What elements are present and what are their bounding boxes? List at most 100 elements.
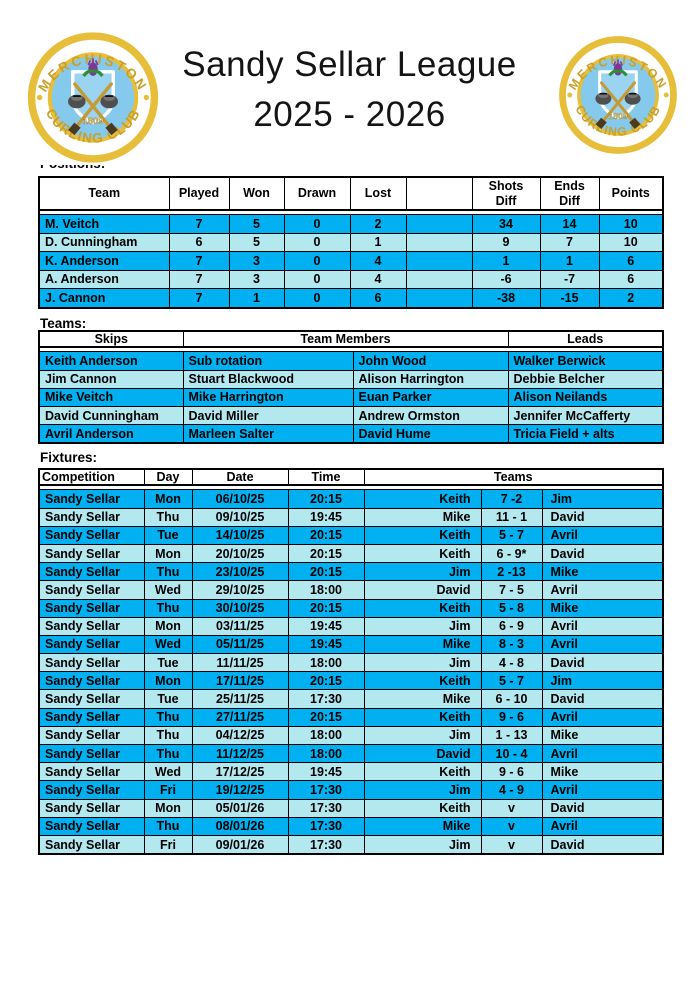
score-cell: 10 - 4 [480, 743, 543, 764]
score-cell: 6 - 9* [480, 543, 543, 564]
curling-club-crest-icon: MERCHISTON CURLING CLUB 1809 [27, 32, 159, 163]
day-cell: Thu [143, 743, 193, 764]
away-team-cell: Jim [541, 671, 664, 691]
played-cell: 7 [168, 251, 230, 271]
table-row: Keith Anderson Sub rotation John Wood Walke… [38, 351, 664, 371]
competition-cell: Sandy Sellar [38, 816, 145, 836]
team-cell: A. Anderson [38, 269, 170, 289]
positions-header: Team Played Won Drawn Lost Shots Diff En… [38, 176, 664, 215]
away-team-cell: David [541, 689, 664, 709]
date-cell: 11/11/25 [191, 653, 289, 673]
table-row: Sandy Sellar Tue 14/10/25 20:15 Keith 5 - 7 Av… [38, 525, 664, 545]
date-cell: 08/01/26 [191, 816, 289, 836]
table-row: J. Cannon 7 1 0 6 -38 -15 2 [38, 288, 664, 308]
away-team-cell: Mike [541, 562, 664, 582]
skip-cell: Jim Cannon [38, 369, 184, 389]
home-team-cell: Mike [363, 507, 482, 527]
away-team-cell: Mike [541, 762, 664, 782]
competition-cell: Sandy Sellar [38, 707, 145, 727]
day-cell: Mon [143, 616, 193, 636]
home-team-cell: Keith [363, 762, 482, 782]
home-team-cell: Jim [363, 834, 482, 855]
date-cell: 19/12/25 [191, 780, 289, 800]
crossed-brooms-icon [600, 81, 636, 125]
time-cell: 20:15 [287, 598, 365, 618]
fixtures-body: Sandy Sellar Mon 06/10/25 20:15 Keith 7 -2 Jim… [38, 489, 664, 855]
curling-stone-icon [595, 92, 612, 105]
competition-cell: Sandy Sellar [38, 743, 145, 764]
date-cell: 06/10/25 [191, 489, 289, 509]
col-header-leads: Leads [507, 330, 664, 348]
day-cell: Mon [143, 671, 193, 691]
won-cell: 3 [228, 269, 285, 289]
col-header-competition: Competition [38, 468, 145, 486]
day-cell: Thu [143, 725, 193, 746]
home-team-cell: David [363, 743, 482, 764]
home-team-cell: Keith [363, 798, 482, 818]
points-cell: 6 [598, 251, 664, 271]
team-member-cell: Stuart Blackwood [182, 369, 354, 389]
won-cell: 1 [228, 288, 285, 308]
team-member-cell: John Wood [352, 351, 509, 371]
competition-cell: Sandy Sellar [38, 580, 145, 600]
team-member-cell: David Hume [352, 424, 509, 444]
team-member-cell: Euan Parker [352, 387, 509, 407]
fixtures-label: Fixtures: [40, 450, 98, 465]
lost-cell: 4 [349, 251, 407, 271]
page-title: Sandy Sellar League 2025 - 2026 [0, 40, 699, 140]
teams-label: Teams: [40, 316, 87, 331]
crossed-brooms-icon [73, 82, 113, 131]
time-cell: 20:15 [287, 489, 365, 509]
drawn-cell: 0 [283, 214, 351, 234]
home-team-cell: Keith [363, 543, 482, 564]
teams-header: Skips Team Members Leads [38, 330, 664, 352]
col-header-points: Points [598, 176, 664, 211]
day-cell: Tue [143, 653, 193, 673]
lost-cell: 6 [349, 288, 407, 308]
blank-cell [405, 288, 473, 308]
away-team-cell: David [541, 543, 664, 564]
col-header-team-members: Team Members [182, 330, 509, 348]
team-member-cell: Marleen Salter [182, 424, 354, 444]
competition-cell: Sandy Sellar [38, 798, 145, 818]
club-crest-right: MERCHISTON CURLING CLUB 1809 [556, 34, 680, 156]
date-cell: 09/01/26 [191, 834, 289, 855]
score-cell: 5 - 8 [480, 598, 543, 618]
table-row: Mike Veitch Mike Harrington Euan Parker Ali… [38, 387, 664, 407]
score-cell: 7 - 5 [480, 580, 543, 600]
blank-cell [405, 269, 473, 289]
lead-cell: Tricia Field + alts [507, 424, 664, 444]
blank-cell [405, 232, 473, 252]
home-team-cell: Jim [363, 725, 482, 746]
curling-stone-icon [624, 92, 641, 105]
svg-text:1809: 1809 [609, 111, 628, 121]
away-team-cell: Avril [541, 707, 664, 727]
col-header-skips: Skips [38, 330, 184, 348]
played-cell: 6 [168, 232, 230, 252]
table-row: Sandy Sellar Tue 25/11/25 17:30 Mike 6 - 10 Da… [38, 689, 664, 709]
positions-body: M. Veitch 7 5 0 2 34 14 10 D. Cunningham 6 5 0 1 9 7 10… [38, 214, 664, 308]
team-member-cell: David Miller [182, 405, 354, 426]
curling-stone-icon [68, 94, 86, 109]
away-team-cell: Avril [541, 780, 664, 800]
time-cell: 17:30 [287, 689, 365, 709]
ends-diff-cell: 14 [539, 214, 600, 234]
score-cell: v [480, 834, 543, 855]
home-team-cell: Keith [363, 489, 482, 509]
points-cell: 10 [598, 214, 664, 234]
col-header-shots-diff: Shots Diff [471, 176, 541, 211]
ends-diff-cell: -7 [539, 269, 600, 289]
won-cell: 5 [228, 232, 285, 252]
competition-cell: Sandy Sellar [38, 653, 145, 673]
header-gap [39, 484, 664, 490]
team-cell: J. Cannon [38, 288, 170, 308]
competition-cell: Sandy Sellar [38, 543, 145, 564]
won-cell: 5 [228, 214, 285, 234]
club-crest-left: MERCHISTON CURLING CLUB 1809 [24, 30, 162, 165]
ends-diff-cell: -15 [539, 288, 600, 308]
away-team-cell: Avril [541, 816, 664, 836]
date-cell: 25/11/25 [191, 689, 289, 709]
table-row: Sandy Sellar Fri 19/12/25 17:30 Jim 4 - 9 Avri… [38, 780, 664, 800]
col-header-time: Time [287, 468, 365, 486]
time-cell: 20:15 [287, 707, 365, 727]
